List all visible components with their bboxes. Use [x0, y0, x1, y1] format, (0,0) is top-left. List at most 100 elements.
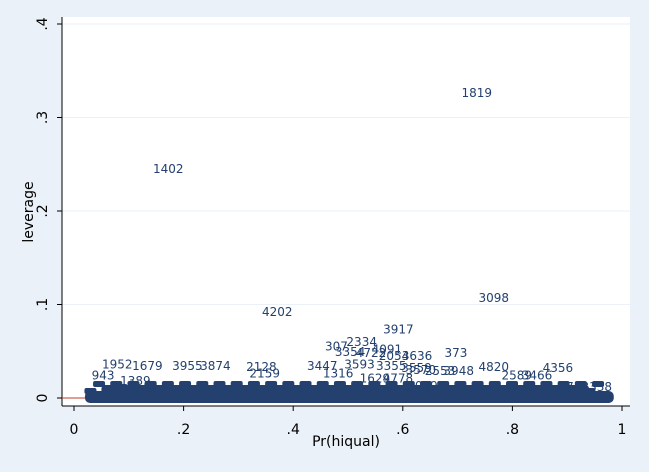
point-label: 3917 [383, 323, 414, 337]
point-label: 3447 [307, 359, 338, 373]
point-label: 4722 [356, 346, 387, 360]
clustered-label-mark [308, 388, 321, 394]
x-tick-label: .6 [396, 422, 409, 438]
clustered-label-mark [342, 388, 355, 394]
point-label: 3355 [376, 359, 407, 373]
clustered-label-mark [368, 381, 381, 387]
x-tick-label: 0 [70, 422, 79, 438]
point-label: 3354 [335, 345, 366, 359]
clustered-label-mark [282, 381, 295, 387]
y-axis-title: leverage [21, 181, 37, 242]
clustered-label-mark [419, 381, 432, 387]
point-label: 4202 [262, 305, 293, 319]
clustered-label-mark [454, 381, 467, 387]
point-label: 3570 [406, 363, 437, 377]
x-axis-title: Pr(hiqual) [312, 434, 380, 450]
point-label: 3098 [478, 291, 509, 305]
y-tick-label: .1 [35, 298, 51, 311]
clustered-label-mark [506, 381, 519, 387]
clustered-label-mark [557, 381, 570, 387]
point-label: 943 [92, 369, 115, 383]
clustered-label-mark [583, 388, 596, 394]
clustered-label-mark [437, 381, 450, 387]
clustered-label-mark [273, 388, 286, 394]
point-label: 2128 [246, 360, 277, 374]
point-label: 373 [445, 346, 468, 360]
point-label: 2553 [425, 364, 456, 378]
point-label: 3559 [401, 361, 432, 375]
point-label: 1679 [132, 359, 163, 373]
y-tick-label: .3 [35, 111, 51, 124]
point-label: 3948 [443, 364, 474, 378]
clustered-label-mark [213, 381, 226, 387]
clustered-label-mark [179, 381, 192, 387]
point-label: 2334 [346, 335, 377, 349]
clustered-label-mark [161, 381, 174, 387]
clustered-label-mark [222, 388, 235, 394]
clustered-label-mark [574, 381, 587, 387]
point-label: 4778 [383, 371, 414, 385]
tick-labels: 0 .2 .4 .6 .8 1 0 .1 .2 .3 .4 [35, 17, 626, 438]
clustered-label-mark [385, 381, 398, 387]
point-label: 4820 [478, 360, 509, 374]
point-label: 1338 [582, 380, 613, 394]
clustered-label-mark [196, 381, 209, 387]
clustered-label-mark [531, 388, 544, 394]
clustered-label-mark [376, 388, 389, 394]
clustered-label-mark [187, 388, 200, 394]
clustered-label-mark [316, 381, 329, 387]
clustered-label-mark [402, 381, 415, 387]
point-label: 3636 [402, 349, 433, 363]
point-label: 3466 [522, 369, 553, 383]
point-label: 3039 [407, 379, 438, 393]
point-label: 1316 [323, 367, 354, 381]
clustered-label-mark [428, 388, 441, 394]
point-label: 4738 [559, 380, 590, 394]
clustered-label-mark [592, 381, 605, 387]
point-label: 1629 [360, 371, 391, 385]
clustered-label-mark [549, 388, 562, 394]
clustered-label-mark [153, 388, 166, 394]
point-label: 1952 [102, 357, 133, 371]
point-label: 2159 [249, 367, 280, 381]
clustered-label-mark [325, 388, 338, 394]
clustered-label-mark [110, 381, 123, 387]
clustered-label-mark [93, 381, 106, 387]
clustered-label-mark [540, 381, 553, 387]
clustered-label-mark [118, 388, 131, 394]
point-label: 3955 [172, 359, 203, 373]
clustered-label-mark [144, 381, 157, 387]
point-label: 307 [325, 340, 348, 354]
clustered-label-mark [462, 388, 475, 394]
clustered-label-mark [230, 381, 243, 387]
clustered-label-mark [471, 381, 484, 387]
clustered-label-mark [333, 381, 346, 387]
clustered-label-mark [445, 388, 458, 394]
point-label: 4356 [543, 361, 574, 375]
y-tick-label: .4 [35, 17, 51, 30]
clustered-label-mark [247, 381, 260, 387]
clustered-label-mark [127, 381, 140, 387]
dense-point-cluster [62, 381, 614, 403]
point-label: 1402 [153, 162, 184, 176]
point-label: 1819 [462, 86, 493, 100]
point-label: 2589 [502, 369, 533, 383]
clustered-label-mark [497, 388, 510, 394]
x-tick-label: 1 [618, 422, 627, 438]
clustered-label-mark [84, 388, 97, 394]
clustered-label-mark [101, 388, 114, 394]
clustered-label-mark [514, 388, 527, 394]
clustered-label-mark [488, 381, 501, 387]
clustered-label-mark [290, 388, 303, 394]
x-tick-label: .4 [287, 422, 300, 438]
point-label: 2054 [379, 349, 410, 363]
point-label: 3593 [344, 357, 375, 371]
clustered-label-mark [394, 388, 407, 394]
clustered-label-mark [170, 388, 183, 394]
y-tick-label: 0 [35, 394, 51, 403]
clustered-label-mark [299, 381, 312, 387]
point-label: 1389 [120, 374, 151, 388]
